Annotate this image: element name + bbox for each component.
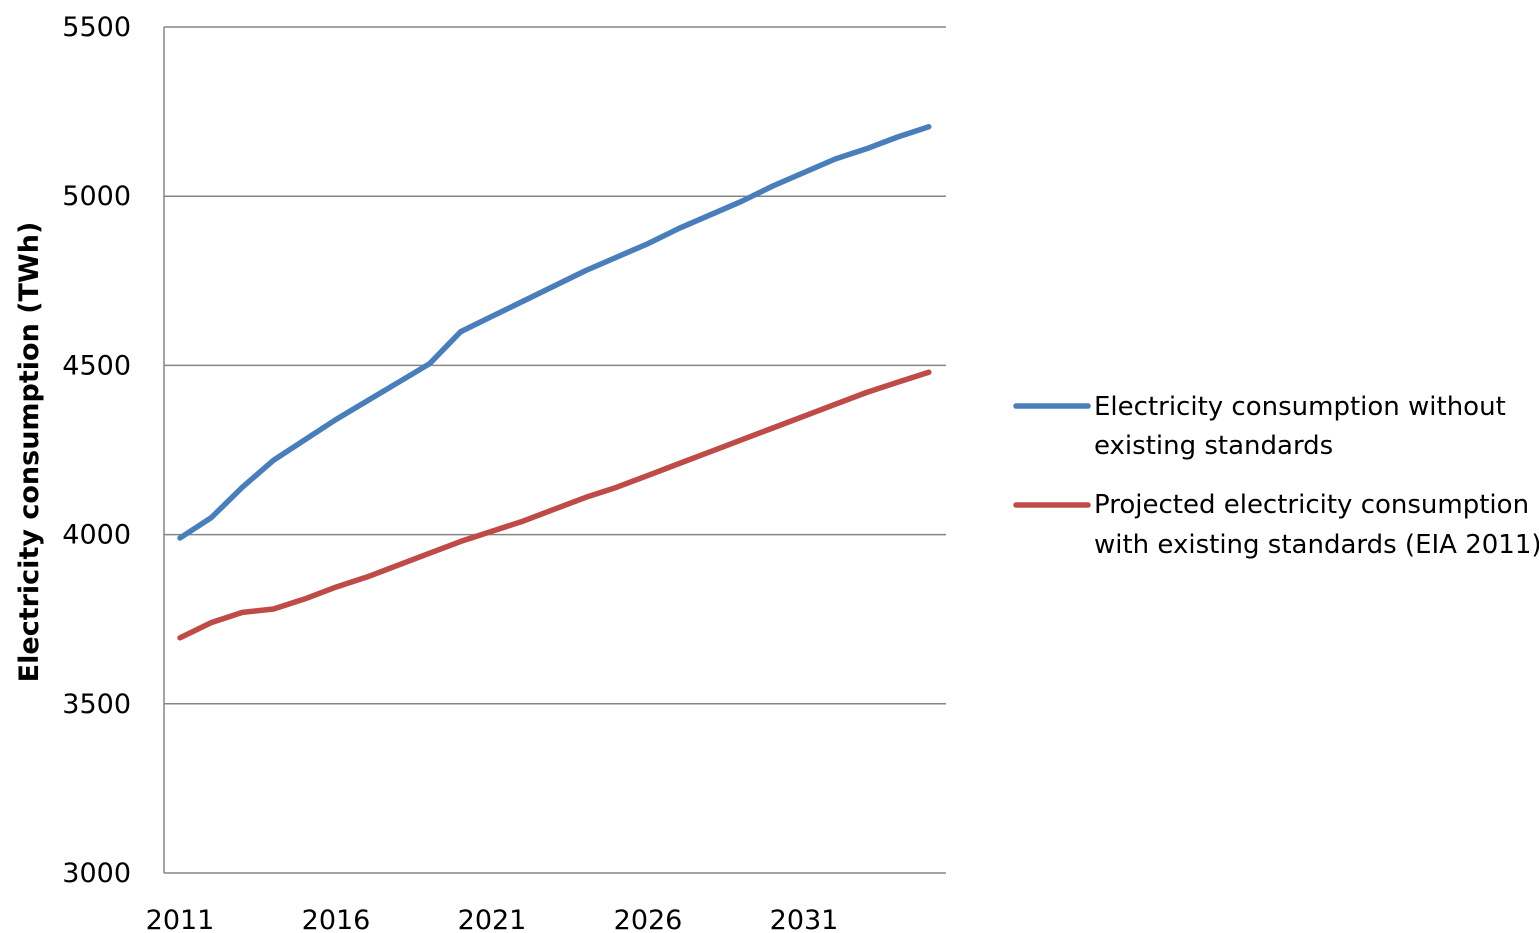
series-line-1 — [177, 124, 932, 541]
x-tick-label-2021: 2021 — [458, 905, 527, 933]
y-tick-label-4500: 4500 — [62, 350, 131, 381]
x-tick-label-2011: 2011 — [146, 905, 215, 933]
x-tick-label-2031: 2031 — [770, 905, 839, 933]
legend-item-1: Electricity consumption without existing … — [1013, 392, 1506, 461]
legend-label-2-line-2: with existing standards (EIA 2011) — [1094, 530, 1539, 560]
data-series — [177, 124, 932, 641]
gridlines — [164, 26, 946, 874]
y-tick-label-3500: 3500 — [62, 689, 131, 720]
y-tick-label-3000: 3000 — [62, 858, 131, 889]
y-tick-label-5000: 5000 — [62, 181, 131, 212]
series-line-2 — [177, 369, 932, 641]
legend-label-1-line-1: Electricity consumption without — [1094, 392, 1506, 422]
legend-label-1-line-2: existing standards — [1094, 431, 1333, 461]
y-tick-labels: 3000 3500 4000 4500 5000 5500 — [62, 12, 131, 889]
legend-label-2-line-1: Projected electricity consumption — [1094, 490, 1529, 520]
y-tick-label-4000: 4000 — [62, 520, 131, 551]
y-axis-title: Electricity consumption (TWh) — [14, 222, 45, 683]
x-tick-label-2016: 2016 — [302, 905, 371, 933]
x-tick-labels: 2011 2016 2021 2026 2031 — [146, 905, 839, 933]
y-tick-label-5500: 5500 — [62, 12, 131, 43]
legend: Electricity consumption without existing … — [1013, 392, 1539, 560]
legend-item-2: Projected electricity consumption with ex… — [1013, 490, 1539, 560]
x-tick-label-2026: 2026 — [614, 905, 683, 933]
